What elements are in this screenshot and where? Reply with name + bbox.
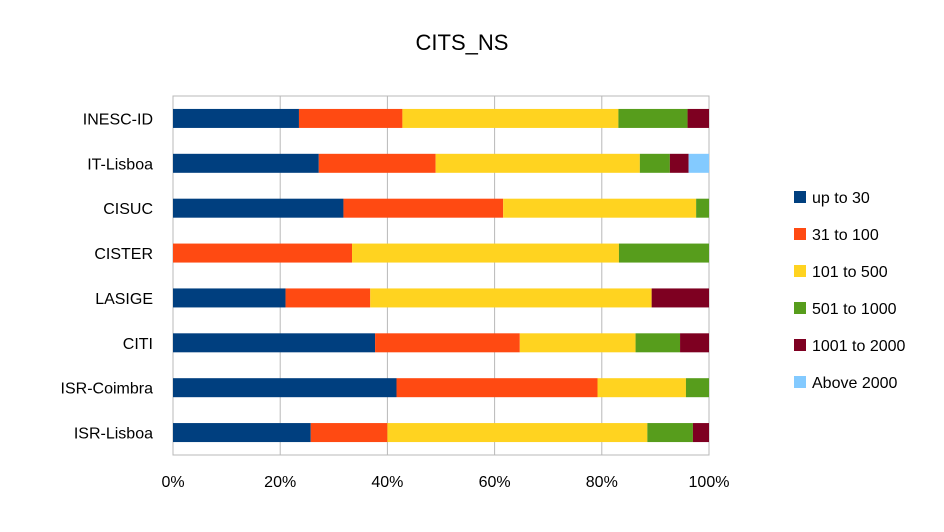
x-axis-tick-labels: 0% 20% 40% 60% 80% 100% — [161, 474, 729, 491]
y-tick-label: CITI — [123, 336, 153, 353]
bar-segment — [173, 198, 344, 218]
grid-lines — [172, 95, 710, 456]
legend-swatch — [794, 191, 806, 203]
legend-label: Above 2000 — [812, 375, 898, 392]
bar-segment — [402, 108, 619, 128]
bar-segment — [352, 243, 619, 263]
bar-segment — [651, 288, 709, 308]
y-tick-label: LASIGE — [95, 291, 153, 308]
legend-label: 1001 to 2000 — [812, 338, 906, 355]
x-tick-label: 40% — [371, 474, 403, 491]
bar-segment — [692, 423, 709, 443]
bar-segment — [173, 378, 397, 398]
x-tick-label: 0% — [161, 474, 184, 491]
bar-segment — [435, 153, 640, 173]
legend: up to 30 31 to 100 101 to 500 501 to 1000 10… — [794, 190, 906, 392]
bar-segment — [343, 198, 504, 218]
bar-segment — [173, 423, 311, 443]
bar-segment — [647, 423, 693, 443]
bar-segment — [173, 288, 286, 308]
bar-segment — [688, 153, 709, 173]
legend-swatch — [794, 339, 806, 351]
bar-segment — [173, 243, 353, 263]
bar-segment — [396, 378, 598, 398]
bar-segment — [680, 333, 709, 353]
legend-swatch — [794, 302, 806, 314]
y-tick-label: CISUC — [103, 201, 153, 218]
x-tick-label: 60% — [479, 474, 511, 491]
bar-segment — [173, 108, 299, 128]
plot-area-border — [172, 95, 710, 456]
legend-label: 501 to 1000 — [812, 301, 897, 318]
bar-segment — [639, 153, 670, 173]
legend-swatch — [794, 228, 806, 240]
bar-segment — [685, 378, 709, 398]
bar-segment — [597, 378, 686, 398]
x-tick-label: 100% — [689, 474, 730, 491]
bar-segment — [669, 153, 689, 173]
legend-swatch — [794, 265, 806, 277]
bars — [173, 108, 709, 443]
bar-segment — [618, 243, 709, 263]
bar-segment — [298, 108, 403, 128]
legend-label: up to 30 — [812, 190, 870, 207]
bar-segment — [387, 423, 648, 443]
bar-segment — [635, 333, 681, 353]
y-tick-label: CISTER — [94, 246, 153, 263]
bar-segment — [618, 108, 688, 128]
y-tick-label: INESC-ID — [83, 111, 153, 128]
bar-segment — [310, 423, 388, 443]
bar-segment — [285, 288, 371, 308]
chart-title: CITS_NS — [416, 30, 509, 55]
bar-segment — [503, 198, 697, 218]
x-tick-label: 20% — [264, 474, 296, 491]
y-tick-label: ISR-Coimbra — [61, 381, 154, 398]
y-axis-tick-labels: INESC-ID IT-Lisboa CISUC CISTER LASIGE CITI IS… — [61, 111, 154, 442]
y-tick-label: IT-Lisboa — [87, 156, 153, 173]
legend-swatch — [794, 376, 806, 388]
bar-segment — [173, 153, 319, 173]
bar-segment — [173, 333, 376, 353]
x-tick-label: 80% — [586, 474, 618, 491]
bar-segment — [519, 333, 636, 353]
y-tick-label: ISR-Lisboa — [74, 426, 153, 443]
bar-segment — [375, 333, 520, 353]
legend-label: 31 to 100 — [812, 227, 879, 244]
bar-segment — [687, 108, 709, 128]
bar-segment — [370, 288, 652, 308]
legend-label: 101 to 500 — [812, 264, 888, 281]
bar-segment — [318, 153, 436, 173]
bar-segment — [696, 198, 709, 218]
